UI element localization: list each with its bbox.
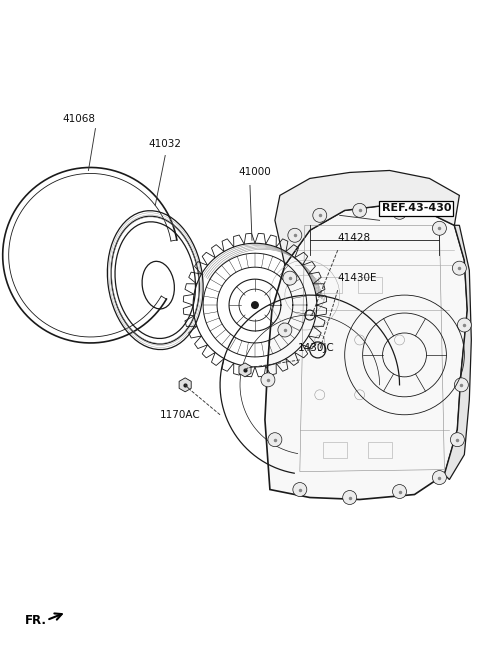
- Circle shape: [452, 261, 467, 275]
- Text: 41428: 41428: [338, 233, 371, 243]
- Circle shape: [293, 482, 307, 497]
- Text: 41430E: 41430E: [338, 273, 377, 283]
- Circle shape: [393, 485, 407, 499]
- Text: 41000: 41000: [238, 168, 271, 177]
- Polygon shape: [179, 378, 191, 392]
- Circle shape: [313, 208, 327, 222]
- Circle shape: [278, 323, 292, 337]
- Circle shape: [251, 301, 259, 309]
- Polygon shape: [444, 225, 471, 480]
- Circle shape: [288, 228, 302, 242]
- Circle shape: [283, 271, 297, 285]
- Circle shape: [393, 206, 407, 219]
- Circle shape: [457, 318, 471, 332]
- Polygon shape: [239, 363, 251, 377]
- Circle shape: [353, 204, 367, 217]
- Text: 1170AC: 1170AC: [160, 410, 201, 420]
- Text: 1430JC: 1430JC: [298, 343, 335, 353]
- Polygon shape: [275, 170, 459, 265]
- Text: 41032: 41032: [148, 139, 181, 148]
- Text: FR.: FR.: [24, 614, 47, 627]
- Polygon shape: [265, 206, 468, 499]
- Circle shape: [261, 373, 275, 387]
- Circle shape: [343, 491, 357, 505]
- Circle shape: [268, 433, 282, 447]
- Circle shape: [455, 378, 468, 392]
- Circle shape: [432, 470, 446, 485]
- Circle shape: [432, 221, 446, 235]
- Text: REF.43-430: REF.43-430: [382, 204, 451, 214]
- Circle shape: [450, 433, 464, 447]
- Text: 41068: 41068: [62, 114, 96, 124]
